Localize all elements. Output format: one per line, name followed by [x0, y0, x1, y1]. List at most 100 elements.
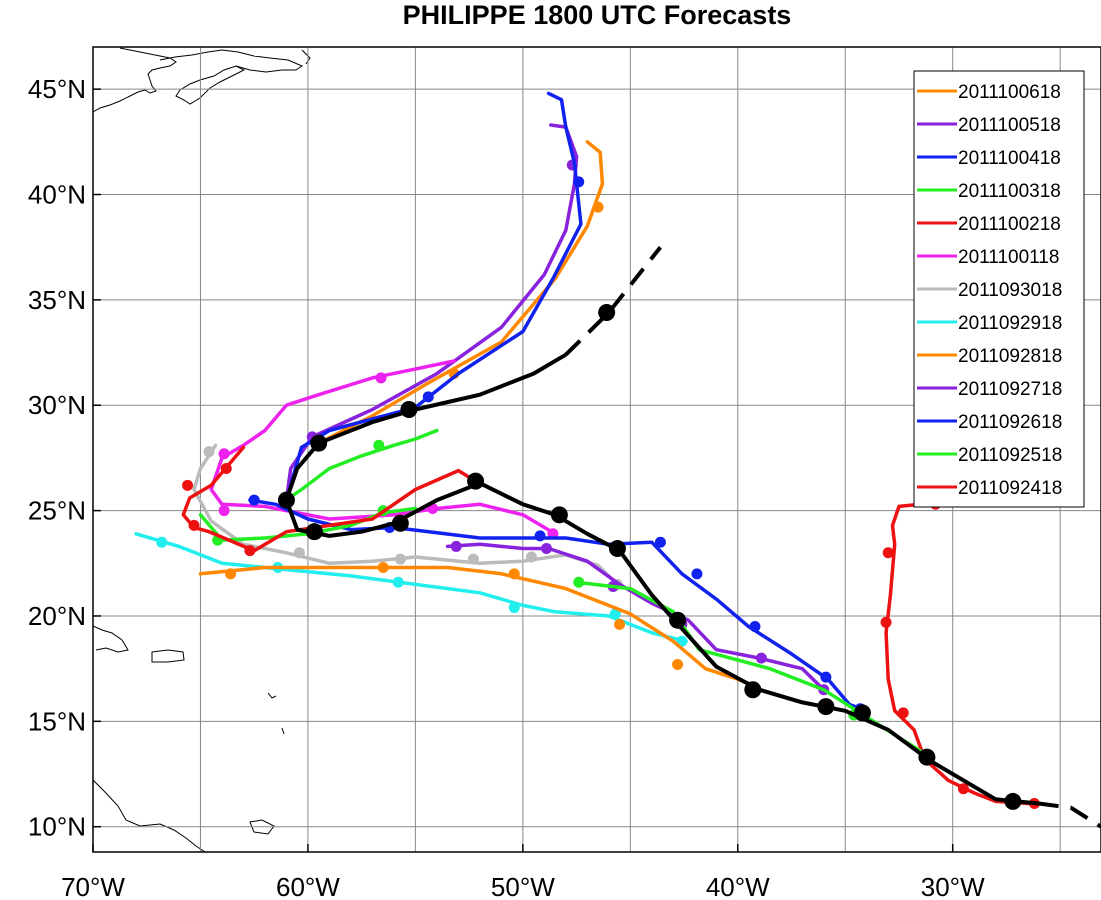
- x-tick-label-2: 50°W: [491, 872, 555, 900]
- island-southamerica: [93, 779, 206, 852]
- legend-label-2011092918: 2011092918: [958, 313, 1062, 334]
- island-small-2: [281, 727, 285, 735]
- axis-ticks: 70°W 60°W 50°W 40°W 30°W 10°N 15°N 20°N 25°N 30°N…: [28, 74, 985, 900]
- series-point-2011092618-0-3: [654, 536, 666, 548]
- series-point-2011092618-0-5: [749, 621, 761, 633]
- series-point-2011092418-0-3: [244, 545, 256, 557]
- series-point-2011092418-0-2: [188, 519, 200, 531]
- y-tick-label-4: 30°N: [28, 390, 86, 420]
- island-small-1: [267, 692, 277, 699]
- legend-label-2011093018: 2011093018: [958, 280, 1062, 301]
- series-point-2011092718-0-0: [450, 540, 462, 552]
- legend-label-2011100118: 2011100118: [958, 247, 1059, 268]
- series-line-2011100618: [316, 140, 605, 445]
- best-track-point-7: [550, 506, 568, 524]
- legend-label-2011092718: 2011092718: [958, 379, 1062, 400]
- series-point-2011093018-0-1: [293, 547, 305, 559]
- best-track-point-4: [744, 681, 762, 699]
- plot-frame: [92, 46, 1101, 853]
- y-tick-label-0: 10°N: [28, 812, 86, 842]
- legend-label-2011092618: 2011092618: [958, 412, 1062, 433]
- legend: 2011100618 2011100518 2011100418 2011100318…: [913, 70, 1085, 508]
- series-point-2011092918-0-3: [508, 602, 520, 614]
- best-track-point-2: [853, 704, 871, 722]
- series-point-2011092618-0-0: [248, 494, 260, 506]
- best-track-point-6: [608, 540, 626, 558]
- series-point-2011093018-0-4: [525, 551, 537, 563]
- best-track-point-0: [1004, 792, 1022, 810]
- series-point-2011100418-0-1: [422, 391, 434, 403]
- y-tick-label-6: 40°N: [28, 180, 86, 210]
- series-line-2011092418-b: [252, 468, 478, 553]
- chart-title: PHILIPPE 1800 UTC Forecasts: [403, 0, 792, 30]
- best-track-point-13: [400, 400, 418, 418]
- series-point-2011100218-0-5: [957, 783, 969, 795]
- best-track: [277, 245, 1101, 829]
- series-point-2011100218-0-1: [882, 547, 894, 559]
- series-point-2011092818-0-0: [225, 568, 237, 580]
- coastline-newfoundland-east: [301, 49, 311, 65]
- series-point-2011092618-0-6: [820, 671, 832, 683]
- best-track-point-10: [305, 523, 323, 541]
- series-point-2011093018-0-3: [467, 553, 479, 565]
- coastline-nova-scotia: [175, 65, 246, 105]
- x-tick-label-4: 30°W: [921, 872, 985, 900]
- best-track-point-3: [817, 698, 835, 716]
- legend-label-2011100618: 2011100618: [958, 82, 1061, 103]
- series-point-2011092418-0-1: [182, 479, 194, 491]
- series-track-2011092818: [198, 562, 762, 694]
- y-tick-label-2: 20°N: [28, 601, 86, 631]
- series-point-2011092918-0-4: [609, 608, 621, 620]
- best-track-point-1: [918, 748, 936, 766]
- y-tick-label-7: 45°N: [28, 74, 86, 104]
- series-point-2011092618-0-4: [691, 568, 703, 580]
- y-tick-label-3: 25°N: [28, 496, 86, 526]
- series-track-2011100118: [209, 359, 559, 540]
- series-point-2011092518-1-0: [573, 576, 585, 588]
- best-track-point-9: [391, 514, 409, 532]
- series-point-2011092418-0-0: [220, 462, 232, 474]
- series-point-2011092818-0-3: [614, 618, 626, 630]
- y-tick-label-5: 35°N: [28, 285, 86, 315]
- series-point-2011100118-0-2: [218, 505, 230, 517]
- legend-label-2011092518: 2011092518: [958, 445, 1062, 466]
- best-track-point-11: [277, 491, 295, 509]
- series-point-2011092918-0-2: [392, 576, 404, 588]
- best-track-dash-east: [1038, 801, 1101, 829]
- legend-label-2011100318: 2011100318: [958, 181, 1061, 202]
- series-point-2011092818-0-1: [377, 562, 389, 574]
- series-line-2011100118: [209, 359, 557, 536]
- series-point-2011092718-0-1: [540, 543, 552, 555]
- series-point-2011100318-0-0: [373, 439, 385, 451]
- series-point-2011092818-0-2: [508, 568, 520, 580]
- series-point-2011100118-0-1: [218, 448, 230, 460]
- legend-label-2011092418: 2011092418: [958, 478, 1062, 499]
- series-point-2011092718-0-4: [755, 652, 767, 664]
- series-point-2011092918-0-0: [156, 536, 168, 548]
- forecast-tracks: [134, 91, 1101, 829]
- series-track-2011100218: [880, 498, 1040, 810]
- x-tick-label-1: 60°W: [276, 872, 340, 900]
- series-line-2011100318: [284, 428, 439, 502]
- coastline-northeast: [93, 47, 177, 113]
- series-point-2011093018-0-2: [394, 553, 406, 565]
- island-trinidad: [249, 819, 275, 835]
- series-track-2011092918: [134, 532, 688, 647]
- coastline-gulf: [159, 49, 304, 73]
- series-point-2011093018-0-0: [203, 446, 215, 458]
- series-track-2011100318: [284, 428, 439, 502]
- series-point-2011092818-0-4: [672, 658, 684, 670]
- series-point-2011100218-0-3: [897, 707, 909, 719]
- series-point-2011100118-0-0: [375, 372, 387, 384]
- legend-label-2011100218: 2011100218: [958, 214, 1061, 235]
- island-hispaniola-north: [93, 625, 129, 653]
- series-point-2011092618-0-2: [534, 530, 546, 542]
- series-point-2011100418-0-2: [573, 176, 585, 188]
- y-tick-label-1: 15°N: [28, 706, 86, 736]
- best-track-point-14: [598, 304, 616, 322]
- legend-label-2011100518: 2011100518: [958, 115, 1061, 136]
- series-line-2011092418: [181, 445, 256, 553]
- series-point-2011100218-0-2: [880, 616, 892, 628]
- best-track-dash-north: [564, 245, 662, 357]
- series-line-2011092818: [198, 565, 762, 690]
